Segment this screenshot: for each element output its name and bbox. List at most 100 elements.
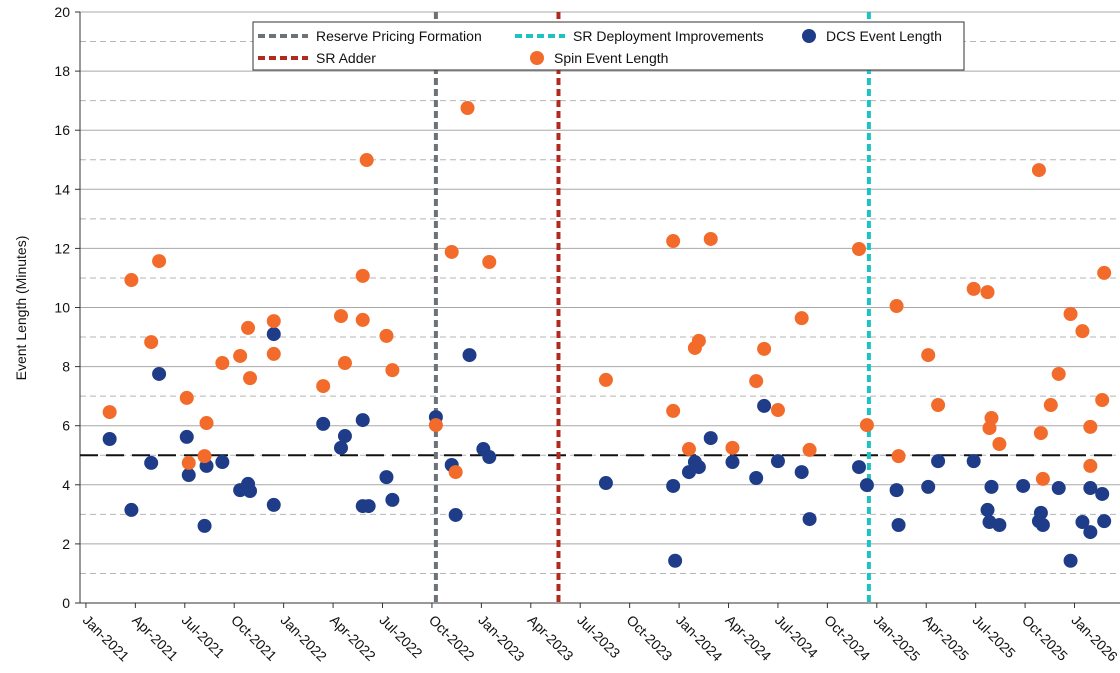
point — [1095, 392, 1110, 407]
point — [703, 231, 718, 246]
y-tick-label: 16 — [54, 122, 70, 138]
x-tick-label: Apr-2025 — [920, 612, 972, 664]
legend-box — [252, 21, 965, 71]
point — [102, 405, 117, 420]
point — [891, 517, 906, 532]
y-tick-label: 12 — [54, 240, 70, 256]
x-tick-label: Oct-2024 — [821, 612, 873, 664]
point — [980, 285, 995, 300]
point — [1016, 478, 1031, 493]
point — [889, 483, 904, 498]
point — [144, 455, 159, 470]
y-tick-label: 10 — [54, 300, 70, 316]
x-tick-label: Jan-2022 — [278, 612, 331, 665]
point — [691, 460, 706, 475]
point — [802, 442, 817, 457]
point — [266, 497, 281, 512]
point — [266, 346, 281, 361]
point — [482, 254, 497, 269]
point — [233, 348, 248, 363]
x-tick-label: Jul-2022 — [376, 612, 425, 661]
point — [181, 468, 196, 483]
x-tick-label: Oct-2022 — [426, 612, 478, 664]
point — [1075, 515, 1090, 530]
point — [703, 431, 718, 446]
point — [982, 421, 997, 436]
point — [1051, 481, 1066, 496]
point — [770, 454, 785, 469]
point — [355, 312, 370, 327]
x-tick-label: Jan-2025 — [871, 612, 924, 665]
point — [598, 372, 613, 387]
legend-marker — [802, 29, 816, 43]
point — [448, 465, 463, 480]
point — [931, 454, 946, 469]
point — [266, 327, 281, 342]
point — [460, 101, 475, 116]
x-tick-label: Jul-2023 — [574, 612, 623, 661]
point — [1051, 366, 1066, 381]
point — [1083, 419, 1098, 434]
point — [966, 281, 981, 296]
point — [668, 553, 683, 568]
x-tick-label: Jan-2026 — [1068, 612, 1120, 665]
point — [889, 299, 904, 314]
point — [794, 311, 809, 326]
y-tick-label: 2 — [62, 536, 70, 552]
point — [1095, 486, 1110, 501]
point — [1043, 398, 1058, 413]
point — [1097, 514, 1112, 529]
point — [749, 471, 764, 486]
point — [1097, 265, 1112, 280]
point — [152, 366, 167, 381]
point — [1033, 426, 1048, 441]
y-tick-label: 6 — [62, 418, 70, 434]
point — [337, 429, 352, 444]
point — [691, 333, 706, 348]
x-tick-label: Apr-2023 — [525, 612, 577, 664]
point — [852, 460, 867, 475]
point — [921, 479, 936, 494]
point — [1031, 163, 1046, 178]
point — [992, 437, 1007, 452]
y-tick-label: 18 — [54, 63, 70, 79]
x-tick-label: Jan-2024 — [673, 612, 726, 665]
point — [266, 314, 281, 329]
x-tick-label: Oct-2021 — [228, 612, 280, 664]
point — [243, 371, 258, 386]
point — [355, 413, 370, 428]
point — [921, 348, 936, 363]
legend-label: Reserve Pricing Formation — [316, 28, 482, 44]
point — [359, 153, 374, 168]
point — [428, 418, 443, 433]
x-tick-label: Jan-2021 — [80, 612, 133, 665]
point — [1083, 525, 1098, 540]
point — [666, 403, 681, 418]
point — [725, 455, 740, 470]
x-tick-label: Jul-2025 — [970, 612, 1019, 661]
point — [124, 502, 139, 517]
point — [124, 273, 139, 288]
x-tick-label: Jan-2023 — [475, 612, 528, 665]
point — [1033, 505, 1048, 520]
point — [757, 341, 772, 356]
point — [215, 356, 230, 371]
point — [179, 390, 194, 405]
point — [355, 268, 370, 283]
point — [770, 403, 785, 418]
y-axis-label: Event Length (Minutes) — [13, 236, 29, 381]
point — [448, 507, 463, 522]
point — [859, 478, 874, 493]
legend-label: Spin Event Length — [554, 50, 668, 66]
point — [215, 455, 230, 470]
point — [181, 455, 196, 470]
point — [891, 449, 906, 464]
x-tick-label: Jul-2024 — [772, 612, 821, 661]
point — [316, 416, 331, 431]
point — [794, 465, 809, 480]
point — [102, 431, 117, 446]
point — [852, 241, 867, 256]
point — [666, 234, 681, 249]
point — [802, 512, 817, 527]
